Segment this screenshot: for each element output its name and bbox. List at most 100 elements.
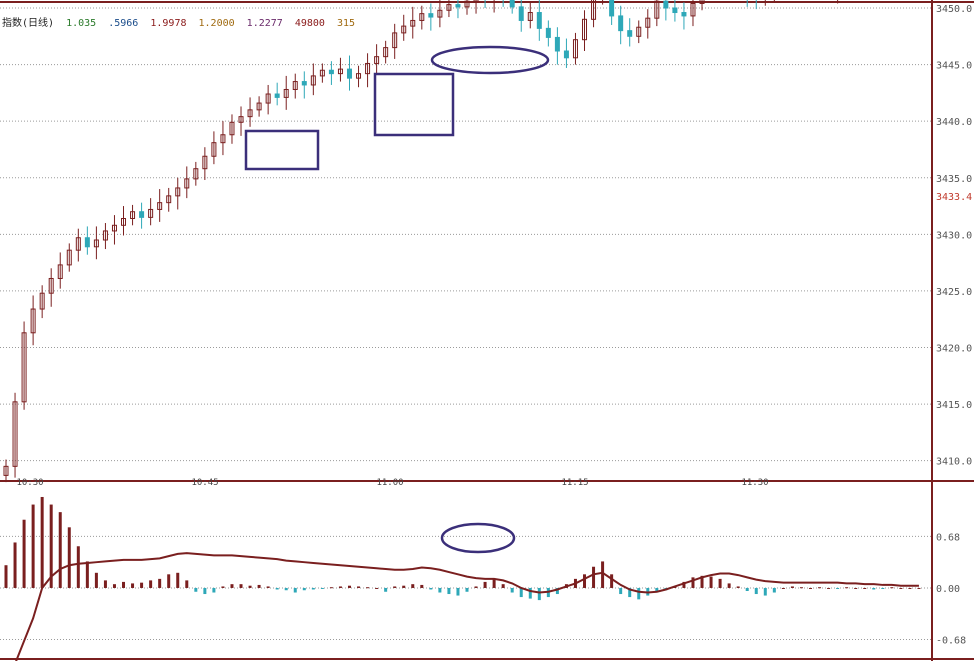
candle-down <box>346 68 352 79</box>
macd-tick-label: 0.68 <box>936 532 960 543</box>
macd-histogram-bar <box>248 585 252 588</box>
macd-histogram-bar <box>790 586 794 588</box>
candle-up <box>229 121 235 136</box>
macd-histogram-bar <box>781 587 785 589</box>
candle-up <box>374 56 380 64</box>
macd-histogram-bar <box>465 587 469 592</box>
candle-up <box>690 2 696 17</box>
macd-line <box>15 552 919 661</box>
macd-histogram-bar <box>230 584 234 588</box>
candle-up <box>66 249 72 266</box>
candle-down <box>328 69 334 75</box>
candle-down <box>274 93 280 98</box>
macd-histogram-bar <box>275 587 279 590</box>
candle-down <box>681 12 687 17</box>
macd-histogram-bar <box>691 577 695 588</box>
candle-up <box>220 134 226 144</box>
ma-value-1: 1.035 <box>66 18 97 29</box>
candle-up <box>383 47 389 58</box>
candle-up <box>75 237 81 251</box>
macd-histogram-bar <box>818 587 822 589</box>
macd-histogram-bar <box>257 584 261 588</box>
macd-histogram-bar <box>827 587 831 589</box>
chart-header: 指数(日线) 1.035 .5966 1.9978 1.2000 1.2277 … <box>2 14 361 29</box>
candle-down <box>627 30 633 37</box>
candle-down <box>428 13 434 18</box>
macd-histogram-bar <box>393 586 397 588</box>
candle-up <box>48 277 54 294</box>
candle-down <box>509 0 515 8</box>
macd-histogram-bar <box>212 587 216 593</box>
candle-down <box>139 211 145 218</box>
macd-histogram-bar <box>338 586 342 588</box>
annotation-ellipse <box>430 45 550 75</box>
candle-down <box>609 0 615 17</box>
candle-up <box>265 93 271 104</box>
candle-up <box>39 292 45 310</box>
candle-up <box>121 217 127 226</box>
candle-up <box>310 75 316 86</box>
macd-histogram-bar <box>772 587 776 593</box>
candle-up <box>57 264 63 279</box>
candle-up <box>365 62 371 75</box>
macd-histogram-bar <box>239 584 243 588</box>
candle-up <box>256 102 262 111</box>
macd-histogram-bar <box>103 580 107 588</box>
y-tick-label: 3435.0 <box>936 174 972 185</box>
current-price-label: 3433.4 <box>936 192 972 203</box>
candle-up <box>356 73 362 79</box>
candle-down <box>84 237 90 248</box>
macd-histogram-bar <box>528 587 532 599</box>
macd-histogram-bar <box>76 546 80 588</box>
candle-up <box>645 17 651 28</box>
macd-histogram-bar <box>366 587 370 589</box>
macd-histogram-bar <box>510 587 514 593</box>
macd-histogram-bar <box>149 580 153 588</box>
volume-value-2: 315 <box>336 18 356 29</box>
candle-up <box>238 116 244 123</box>
macd-histogram-bar <box>881 587 885 589</box>
macd-histogram-bar <box>22 519 26 588</box>
macd-histogram-bar <box>4 565 8 588</box>
ma-value-5: 1.2277 <box>246 18 283 29</box>
macd-histogram-bar <box>420 584 424 588</box>
x-tick-label: 11:30 <box>741 478 768 488</box>
macd-histogram-bar <box>601 561 605 588</box>
macd-histogram-bar <box>122 581 126 588</box>
macd-histogram-bar <box>94 572 98 588</box>
macd-histogram-bar <box>67 527 71 588</box>
macd-tick-label: 0.00 <box>936 584 960 595</box>
macd-histogram-bar <box>537 587 541 601</box>
candle-up <box>12 401 18 467</box>
macd-histogram-bar <box>411 584 415 588</box>
y-tick-label: 3420.0 <box>936 344 972 355</box>
candle-up <box>392 32 398 49</box>
macd-panel: 0.68 0.00 -0.68 <box>0 496 966 661</box>
candle-up <box>654 0 660 19</box>
candle-up <box>401 25 407 34</box>
macd-histogram-bar <box>85 561 89 588</box>
macd-histogram-bar <box>583 574 587 588</box>
macd-histogram-bar <box>438 587 442 593</box>
ma-value-3: 1.9978 <box>150 18 187 29</box>
candle-up <box>636 26 642 37</box>
macd-histogram-bar <box>555 587 559 595</box>
candle-up <box>419 13 425 21</box>
macd-histogram-bar <box>167 574 171 588</box>
candle-down <box>672 7 678 14</box>
y-tick-label: 3450.0 <box>936 4 972 15</box>
macd-histogram-bar <box>31 504 35 588</box>
candle-up <box>175 187 181 197</box>
candle-up <box>102 230 108 241</box>
macd-histogram-bar <box>718 578 722 588</box>
macd-histogram-bar <box>158 578 162 588</box>
candle-down <box>554 36 560 52</box>
macd-histogram-bar <box>49 504 53 588</box>
candle-down <box>663 0 669 9</box>
annotation-layer <box>244 45 550 554</box>
macd-histogram-bar <box>682 581 686 588</box>
macd-histogram-bar <box>501 584 505 588</box>
macd-histogram-bar <box>619 587 623 595</box>
